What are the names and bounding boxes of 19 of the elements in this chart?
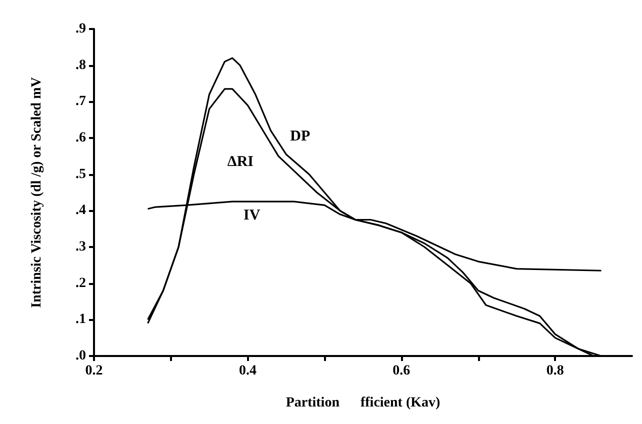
y-tick-label: .3 xyxy=(76,240,86,254)
x-tick-label: 0.4 xyxy=(238,364,256,378)
y-tick-label: .2 xyxy=(76,276,86,291)
series-label: DP xyxy=(290,128,310,144)
x-tick-label: 0.2 xyxy=(85,364,103,378)
series-label: IV xyxy=(243,208,260,224)
y-tick-label: .8 xyxy=(76,58,86,73)
y-tick-label: .9 xyxy=(76,22,86,36)
x-tick-label: 0.6 xyxy=(392,364,410,378)
y-tick-label: .6 xyxy=(76,130,86,146)
y-axis-title: Intrinsic Viscosity (dl /g) or Scaled mV xyxy=(30,77,44,308)
y-tick-label: .1 xyxy=(76,312,86,328)
x-axis-title: Partition fficient (Kav) xyxy=(286,396,441,410)
x-tick-label: 0.8 xyxy=(546,364,564,378)
y-tick-label: .4 xyxy=(76,203,86,218)
y-tick-label: .7 xyxy=(76,94,86,110)
y-tick-label: .0 xyxy=(76,348,86,364)
y-tick-label: .5 xyxy=(76,166,86,182)
series-label: ΔRI xyxy=(227,154,254,170)
